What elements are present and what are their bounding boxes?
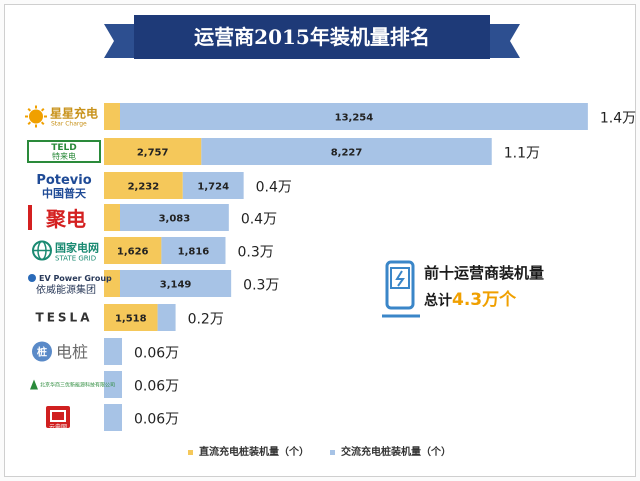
total-label-2: 0.4万 bbox=[256, 180, 292, 196]
total-label-7: 0.06万 bbox=[134, 346, 179, 362]
legend-item-dc: 直流充电桩装机量（个） bbox=[188, 443, 309, 458]
bar-group-1: 2,757 8,227 1.1万 bbox=[104, 138, 540, 165]
title-banner bbox=[104, 15, 520, 59]
data-label-ac-2: 1,724 bbox=[197, 182, 229, 193]
svg-text:中国普天: 中国普天 bbox=[42, 186, 87, 200]
bar-group-3: 3,083 0.4万 bbox=[104, 204, 277, 231]
yundianwang-red-icon: 云电网 bbox=[46, 406, 70, 431]
legend-label-dc: 直流充电桩装机量（个） bbox=[199, 447, 309, 458]
bar-dc-1 bbox=[104, 138, 202, 165]
bar-group-6: 1,518 0.2万 bbox=[104, 304, 224, 331]
callout-total-value: 4.3万个 bbox=[452, 290, 517, 310]
bar-ac-7 bbox=[104, 338, 122, 365]
data-label-ac-0: 13,254 bbox=[335, 113, 374, 124]
callout-heading: 前十运营商装机量 bbox=[424, 264, 545, 282]
legend-swatch-ac bbox=[330, 449, 335, 455]
bar-dc-3 bbox=[104, 204, 120, 231]
callout-total-prefix: 总计 bbox=[424, 293, 452, 309]
data-label-dc-6: 1,518 bbox=[115, 314, 147, 325]
svg-text:TESLA: TESLA bbox=[36, 311, 93, 325]
total-label-4: 0.3万 bbox=[238, 245, 274, 261]
total-label-6: 0.2万 bbox=[188, 312, 224, 328]
svg-text:星星充电: 星星充电 bbox=[50, 106, 98, 121]
bar-ac-4 bbox=[161, 237, 226, 264]
bar-dc-5 bbox=[104, 270, 120, 297]
dianzhuang-circle-icon: 桩电桩 bbox=[32, 341, 88, 362]
svg-text:EV Power Group: EV Power Group bbox=[39, 274, 112, 283]
data-label-dc-4: 1,626 bbox=[117, 247, 149, 258]
bar-group-2: 2,232 1,724 0.4万 bbox=[104, 172, 292, 199]
svg-text:北京华商三优新能源科技有限公司: 北京华商三优新能源科技有限公司 bbox=[40, 382, 115, 389]
bar-dc-0 bbox=[104, 103, 120, 130]
svg-text:STATE GRID: STATE GRID bbox=[55, 255, 96, 263]
data-label-ac-1: 8,227 bbox=[331, 148, 363, 159]
svg-text:国家电网: 国家电网 bbox=[55, 241, 99, 255]
chart-title: 运营商2015年装机量排名 bbox=[194, 25, 430, 49]
total-label-3: 0.4万 bbox=[241, 212, 277, 228]
total-label-1: 1.1万 bbox=[504, 146, 540, 162]
bar-ac-9 bbox=[104, 404, 122, 431]
bar-group-0: 13,254 1.4万 bbox=[104, 103, 636, 130]
svg-text:云电网: 云电网 bbox=[49, 423, 67, 431]
callout-total: 总计4.3万个 bbox=[424, 285, 516, 310]
bar-ac-2 bbox=[182, 172, 244, 199]
bar-ac-1 bbox=[201, 138, 492, 165]
data-label-ac-4: 1,816 bbox=[178, 247, 210, 258]
bar-group-5: 3,149 0.3万 bbox=[104, 270, 279, 297]
total-callout: 前十运营商装机量 总计4.3万个 bbox=[380, 252, 580, 312]
legend-swatch-dc bbox=[188, 449, 193, 455]
bar-dc-6 bbox=[104, 304, 158, 331]
svg-text:TELD: TELD bbox=[51, 143, 77, 153]
bar-dc-4 bbox=[104, 237, 162, 264]
bar-ac-0 bbox=[120, 103, 588, 130]
total-label-0: 1.4万 bbox=[600, 111, 636, 127]
bar-group-8: 0.06万 bbox=[104, 371, 179, 398]
bar-group-7: 0.06万 bbox=[104, 338, 179, 365]
juidian-wordmark-icon: 聚电 bbox=[28, 205, 86, 231]
bar-ac-5 bbox=[120, 270, 232, 297]
charger-icon bbox=[382, 260, 420, 318]
legend-label-ac: 交流充电桩装机量（个） bbox=[341, 447, 451, 458]
tesla-t-icon: TESLA bbox=[36, 311, 93, 325]
banner-left-tail bbox=[104, 24, 140, 58]
svg-text:特来电: 特来电 bbox=[52, 151, 76, 161]
total-label-5: 0.3万 bbox=[243, 278, 279, 294]
data-label-dc-2: 2,232 bbox=[128, 182, 160, 193]
bar-ac-3 bbox=[120, 204, 229, 231]
svg-text:桩: 桩 bbox=[37, 346, 47, 359]
bar-group-4: 1,626 1,816 0.3万 bbox=[104, 237, 274, 264]
svg-text:Star Charge: Star Charge bbox=[51, 121, 87, 128]
data-label-ac-5: 3,149 bbox=[160, 280, 192, 291]
data-label-dc-1: 2,757 bbox=[137, 148, 169, 159]
banner-body bbox=[134, 15, 490, 59]
legend-item-ac: 交流充电桩装机量（个） bbox=[330, 443, 451, 458]
svg-text:Potevio: Potevio bbox=[36, 173, 91, 188]
bar-dc-2 bbox=[104, 172, 183, 199]
bars-layer: 13,254 1.4万2,757 8,227 1.1万2,232 1,724 0.4万3,… bbox=[104, 103, 636, 431]
bar-group-9: 0.06万 bbox=[104, 404, 179, 431]
total-label-8: 0.06万 bbox=[134, 379, 179, 395]
svg-text:电桩: 电桩 bbox=[56, 343, 88, 362]
bar-ac-8 bbox=[104, 371, 122, 398]
huashang-leaf-icon: 北京华商三优新能源科技有限公司 bbox=[30, 379, 115, 390]
banner-right-tail bbox=[484, 24, 520, 58]
bar-ac-6 bbox=[157, 304, 176, 331]
total-label-9: 0.06万 bbox=[134, 412, 179, 428]
data-label-ac-3: 3,083 bbox=[159, 214, 191, 225]
svg-text:依威能源集团: 依威能源集团 bbox=[36, 283, 96, 296]
svg-text:聚电: 聚电 bbox=[45, 207, 86, 231]
